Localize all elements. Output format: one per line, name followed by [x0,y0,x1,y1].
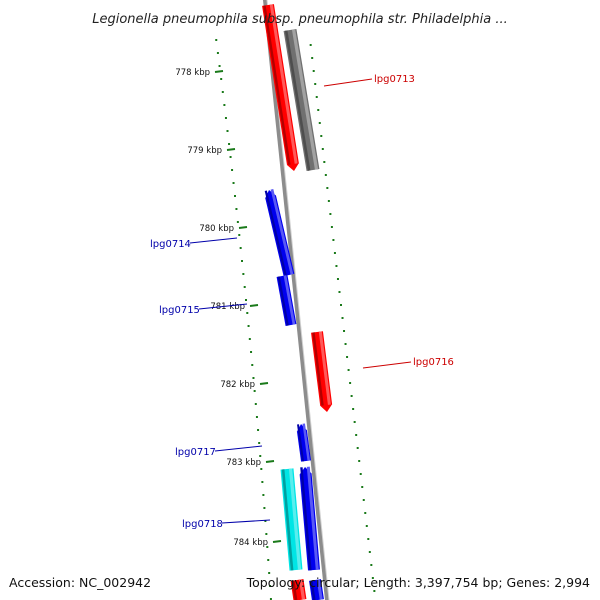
gene-labels: lpg0713 lpg0714 lpg0715 lpg0716 lpg0717 lpg07… [150,74,454,530]
scale-tick [265,460,275,463]
map-title: Legionella pneumophila subsp. pneumophil… [92,12,508,27]
scale-tick-label: 780 kbp [199,224,234,234]
scale-tick [249,304,259,307]
accession-text: Accession: NC_002942 [9,575,151,590]
gene-label-lpg0717[interactable]: lpg0717 [175,447,216,458]
gene-label-leader [362,361,412,369]
gene-label-lpg0713[interactable]: lpg0713 [374,74,415,85]
gene-label-leader [214,445,263,452]
gene-label-lpg0715[interactable]: lpg0715 [159,305,200,316]
gene-reverse-edge-feature [309,579,324,600]
scale-tick-label: 778 kbp [175,68,210,78]
gene-lpg0717-feature [296,423,311,462]
gene-label-lpg0714[interactable]: lpg0714 [150,239,191,250]
gene-lpg0713-feature [262,4,299,171]
gene-label-leader [221,519,271,524]
scale-tick-label: 782 kbp [220,380,255,390]
gene-lpg0715-feature [276,275,297,326]
gene-label-leader [189,237,238,244]
scale-tick-label: 783 kbp [226,458,261,468]
gene-label-leader [323,78,373,87]
scale-tick-label: 781 kbp [210,302,245,312]
scale-tick [214,70,224,73]
gene-lpg0716-feature [311,331,333,412]
gene-lpg0714-feature [264,188,295,277]
gene-label-lpg0716[interactable]: lpg0716 [413,357,454,368]
gene-lpg0718-feature [299,466,320,571]
tick-dots [215,39,376,600]
scale-tick [226,148,236,151]
scale-tick-label: 784 kbp [233,538,268,548]
scale-tick [272,540,282,543]
gene-cyan-feature [280,468,303,571]
gene-grey-feature [283,28,320,172]
scale-tick-label: 779 kbp [187,146,222,156]
scale-tick [259,382,269,385]
scale-ticks: 778 kbp 779 kbp 780 kbp 781 kbp 782 kbp 783 k… [175,68,282,548]
scale-tick [238,226,248,229]
gene-features [262,4,333,600]
genome-summary-text: Topology: circular; Length: 3,397,754 bp… [246,575,590,590]
gene-forward-edge-feature [290,579,307,600]
gene-label-leader [198,303,248,310]
gene-label-lpg0718[interactable]: lpg0718 [182,519,223,530]
